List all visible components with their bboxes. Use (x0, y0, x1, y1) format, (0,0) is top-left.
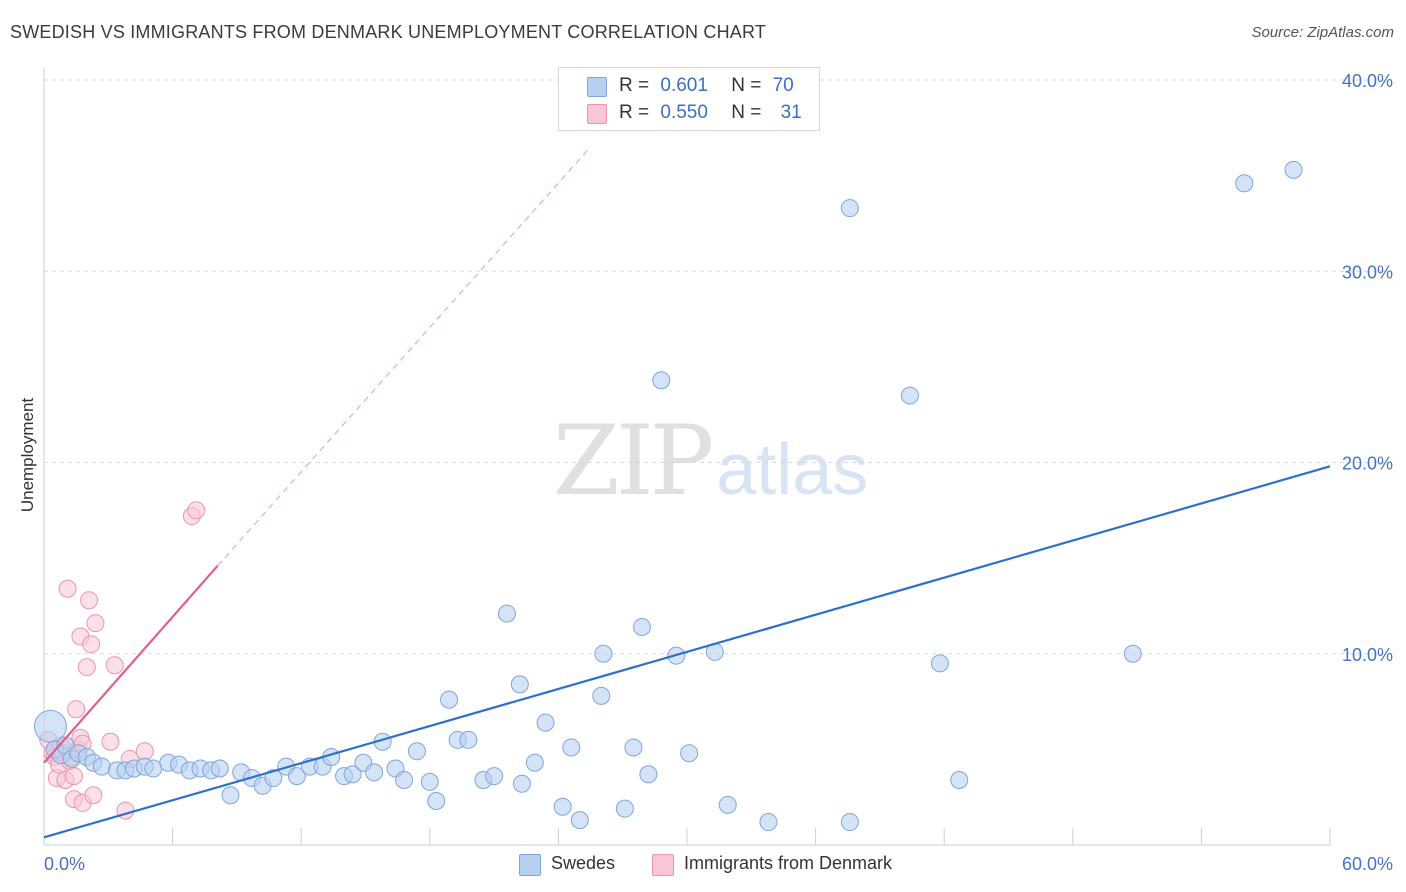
bottom-legend-label: Swedes (551, 853, 616, 873)
legend-swatch-blue (587, 77, 607, 97)
swedes-point (525, 753, 544, 772)
swedes-point (840, 813, 859, 832)
swedes-point (510, 675, 529, 694)
swedes-point (930, 654, 949, 673)
immigrants-point (101, 732, 120, 751)
swedes-point (512, 774, 531, 793)
swedes-point (407, 742, 426, 761)
immigrants-trend-extension (217, 146, 591, 567)
legend-r-value: 0.601 (660, 75, 708, 96)
swedes-point (497, 604, 516, 623)
immigrants-point (77, 658, 96, 677)
swedes-point (950, 770, 969, 789)
watermark: ZIPatlas (553, 405, 868, 517)
x-tick-label-max: 60.0% (1342, 854, 1393, 874)
swedes-point (680, 744, 699, 763)
immigrants-point (135, 742, 154, 761)
legend-n-label: N = (731, 75, 762, 96)
swedes-point (615, 799, 634, 818)
swedes-point (92, 757, 111, 776)
swedes-point (1284, 160, 1303, 179)
swedes-point (485, 767, 504, 786)
y-tick-label: 10.0% (1342, 645, 1393, 665)
legend-n-value: 70 (772, 75, 794, 96)
swedes-point (1235, 174, 1254, 193)
swedes-point (459, 730, 478, 749)
swedes-point (900, 386, 919, 405)
swedes-point (264, 769, 283, 788)
legend-n-value: 31 (780, 102, 802, 123)
swedes-point (536, 713, 555, 732)
immigrants-trend-line (43, 565, 219, 764)
bottom-legend-label: Immigrants from Denmark (684, 853, 893, 873)
swedes-point (210, 759, 229, 778)
y-tick-label: 20.0% (1342, 454, 1393, 474)
immigrants-point (105, 656, 124, 675)
grid-lines (44, 79, 1395, 655)
swedes-point (840, 199, 859, 218)
legend-r-label: R = (619, 102, 650, 123)
chart-title: SWEDISH VS IMMIGRANTS FROM DENMARK UNEMP… (10, 22, 767, 42)
legend-n-label: N = (731, 102, 762, 123)
swedes-point (570, 811, 589, 830)
swedes-point (287, 767, 306, 786)
immigrants-point (84, 786, 103, 805)
y-tick-label: 30.0% (1342, 262, 1393, 282)
axes (43, 68, 1331, 846)
swedes-point (562, 738, 581, 757)
correlation-legend: R = 0.601 N = 70 R = 0.550 N = 31 (558, 67, 820, 131)
legend-r-label: R = (619, 75, 650, 96)
swedes-point (427, 792, 446, 811)
watermark-zip: ZIP (553, 405, 714, 517)
swedes-point (365, 763, 384, 782)
swedes-point (632, 617, 651, 636)
swedes-point (652, 371, 671, 390)
swedes-point (592, 686, 611, 705)
swedes-point (759, 813, 778, 832)
bottom-legend-swatch-blue (519, 854, 541, 876)
swedes-point (440, 690, 459, 709)
immigrants-point (58, 579, 77, 598)
watermark-atlas: atlas (716, 430, 869, 510)
immigrants-point (86, 614, 105, 633)
swedes-point (624, 738, 643, 757)
trend-lines (43, 146, 1331, 839)
y-tick-label: 40.0% (1342, 71, 1393, 91)
legend-r-value: 0.550 (660, 102, 708, 123)
swedes-point (639, 765, 658, 784)
x-tick-label-min: 0.0% (44, 854, 85, 874)
immigrants-point (65, 767, 84, 786)
swedes-trend-line (43, 465, 1331, 839)
tick-labels: 10.0% 20.0% 30.0% 40.0% 0.0% 60.0% (44, 71, 1393, 874)
immigrants-point (80, 591, 99, 610)
swedes-point (1123, 644, 1142, 663)
source-label: Source: ZipAtlas.com (1251, 24, 1394, 41)
swedes-point (144, 759, 163, 778)
swedes-point (395, 770, 414, 789)
swedes-point (553, 797, 572, 816)
swedes-point (221, 786, 240, 805)
bottom-legend-swatch-pink (652, 854, 674, 876)
swedes-point (718, 795, 737, 814)
immigrants-point (82, 635, 101, 654)
immigrants-point (67, 700, 86, 719)
series-swedes-points (33, 160, 1303, 832)
swedes-point (420, 772, 439, 791)
immigrants-point (187, 501, 206, 520)
legend-swatch-pink (587, 104, 607, 124)
swedes-point (594, 644, 613, 663)
swedes-point (343, 765, 362, 784)
